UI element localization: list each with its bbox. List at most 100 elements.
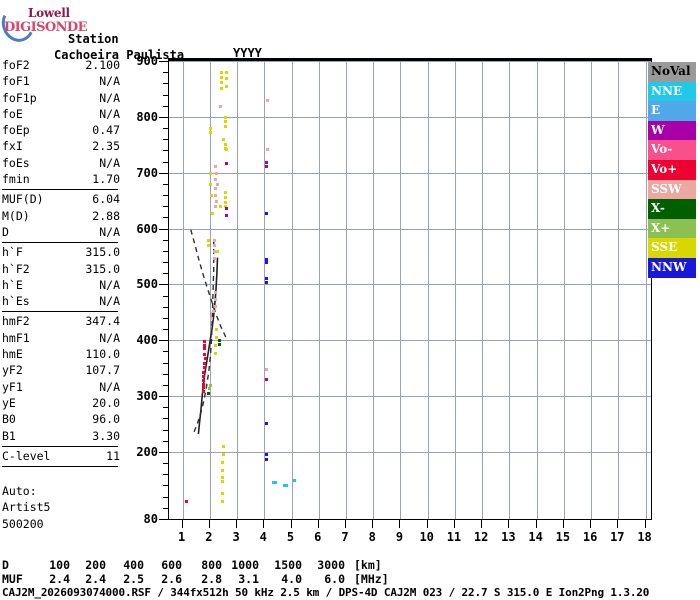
x-axis-tick-label: 7 (341, 530, 349, 544)
x-axis-tick-label: 9 (395, 530, 404, 544)
footer-cell: 800 (201, 558, 222, 572)
echo-point-nnw (264, 457, 268, 461)
echo-point-ssw (212, 256, 216, 260)
footer-cell: 1500 (274, 558, 302, 572)
echo-point-nnw (264, 281, 268, 285)
echo-point-sse (224, 148, 228, 152)
echo-point-nnw (264, 453, 268, 457)
param-value: 20.0 (92, 395, 120, 410)
param-value: N/A (99, 90, 120, 105)
legend-item-nnw[interactable]: NNW (648, 257, 696, 278)
x-axis-tick (372, 520, 374, 528)
echo-point-w (264, 378, 268, 382)
echo-point-sse (221, 445, 225, 449)
footer-cell: 1000 (231, 558, 259, 572)
echo-point-vo (203, 352, 207, 356)
y-axis-tick-minor (163, 206, 168, 208)
y-axis-tick-minor (163, 183, 168, 185)
y-axis-tick-minor (163, 507, 168, 509)
param-name: foEs (2, 155, 30, 170)
echo-point-vo (201, 386, 205, 390)
echo-point-vo (202, 370, 206, 374)
header-value-row: Cachoeira Paulista 2026 Apr03 093 074000… (0, 34, 656, 216)
x-axis: 1 2 3 4 5 6 7 8 9 10 11 12 13 14 15 16 17 18 (168, 520, 652, 546)
y-axis-tick-major (159, 396, 168, 398)
echo-point-w (264, 160, 268, 164)
echo-point-sse (223, 205, 227, 209)
echo-point-sse (219, 71, 223, 75)
echo-point-nnw (264, 261, 268, 265)
legend-item-x[interactable]: X+ (648, 218, 696, 239)
footer-cell: 600 (161, 558, 182, 572)
param-row-he: h`E N/A (2, 278, 122, 294)
legend-item-vo[interactable]: Vo+ (648, 159, 696, 180)
param-name: foEp (2, 123, 30, 138)
footer-cell: 100 (49, 558, 70, 572)
y-axis-tick-minor (163, 239, 168, 241)
x-axis-tick (617, 520, 619, 528)
param-value: N/A (99, 294, 120, 309)
param-name: yF1 (2, 379, 23, 394)
y-axis-tick-minor (163, 262, 168, 264)
param-name: C-level (2, 448, 51, 463)
y-axis-tick-label: 300 (136, 389, 158, 404)
grid-line-vertical (237, 61, 239, 519)
y-axis-tick-major (159, 284, 168, 286)
y-axis-tick-minor (163, 429, 168, 431)
legend-item-x[interactable]: X- (648, 199, 696, 219)
legend-item-e[interactable]: E (648, 101, 696, 121)
ionogram-plot-area[interactable] (168, 60, 652, 520)
y-axis-tick-minor (163, 317, 168, 319)
echo-point-vo (203, 361, 207, 365)
y-axis-tick-minor (163, 418, 168, 420)
param-value: N/A (99, 106, 120, 121)
legend-item-noval[interactable]: NoVal (648, 62, 696, 82)
legend-item-ssw[interactable]: SSW (648, 179, 696, 200)
x-axis-tick-label: 15 (555, 530, 571, 544)
echo-point-ssw (266, 99, 270, 103)
legend-item-sse[interactable]: SSE (648, 238, 696, 258)
x-axis-tick (263, 520, 265, 528)
x-axis-tick-label: 1 (177, 530, 186, 544)
y-axis-tick-label: 200 (136, 444, 158, 459)
grid-line-vertical (536, 61, 538, 519)
echo-point-sse (213, 351, 217, 355)
footer-cell: 6.0 (324, 572, 345, 586)
y-axis-tick-minor (163, 329, 168, 331)
y-axis-tick-minor (163, 72, 168, 74)
echo-point-sse (223, 115, 227, 119)
y-axis-tick-minor (163, 485, 168, 487)
y-axis-tick-label: 900 (136, 54, 158, 68)
y-axis-tick-minor (163, 373, 168, 375)
muf-dashed-curve (190, 229, 227, 339)
echo-point-sse (215, 249, 219, 253)
footer-row-label: D (2, 558, 9, 572)
footer-row-unit: [km] (354, 558, 382, 572)
x-axis-tick (535, 520, 537, 528)
echo-point-ssw (213, 244, 217, 248)
legend-item-w[interactable]: W (648, 120, 696, 141)
y-axis-tick-label: 800 (136, 109, 158, 124)
echo-point-ssw (213, 165, 217, 168)
echo-point-sse (223, 191, 227, 195)
grid-line-horizontal (169, 172, 651, 174)
param-row-fmin: fmin 1.70 (2, 172, 122, 188)
echo-point-sse (221, 453, 225, 457)
x-axis-tick-label: 6 (314, 530, 322, 544)
echo-point-sse (220, 492, 224, 496)
legend-item-nne[interactable]: NNE (648, 81, 696, 102)
y-axis-tick-minor (163, 273, 168, 275)
auto-line: Auto: (2, 484, 37, 498)
param-name: B1 (2, 428, 16, 443)
x-axis-tick (236, 520, 238, 528)
file-info-line: CAJ2M_2026093074000.RSF / 344fx512h 50 k… (2, 586, 650, 599)
echo-point-vo (201, 379, 205, 383)
echo-point-x (218, 342, 222, 346)
y-axis-tick-minor (163, 94, 168, 96)
header-label-row: Station YYYY DAY DDD HHMMSS P1 FFS S AXN… (0, 18, 649, 200)
param-row-hf: h`F 315.0 (2, 245, 122, 261)
y-axis-tick-major (159, 519, 168, 520)
param-value: 107.7 (85, 363, 120, 378)
ionogram-header: Station YYYY DAY DDD HHMMSS P1 FFS S AXN… (0, 18, 700, 216)
legend-item-vo[interactable]: Vo- (648, 140, 696, 160)
